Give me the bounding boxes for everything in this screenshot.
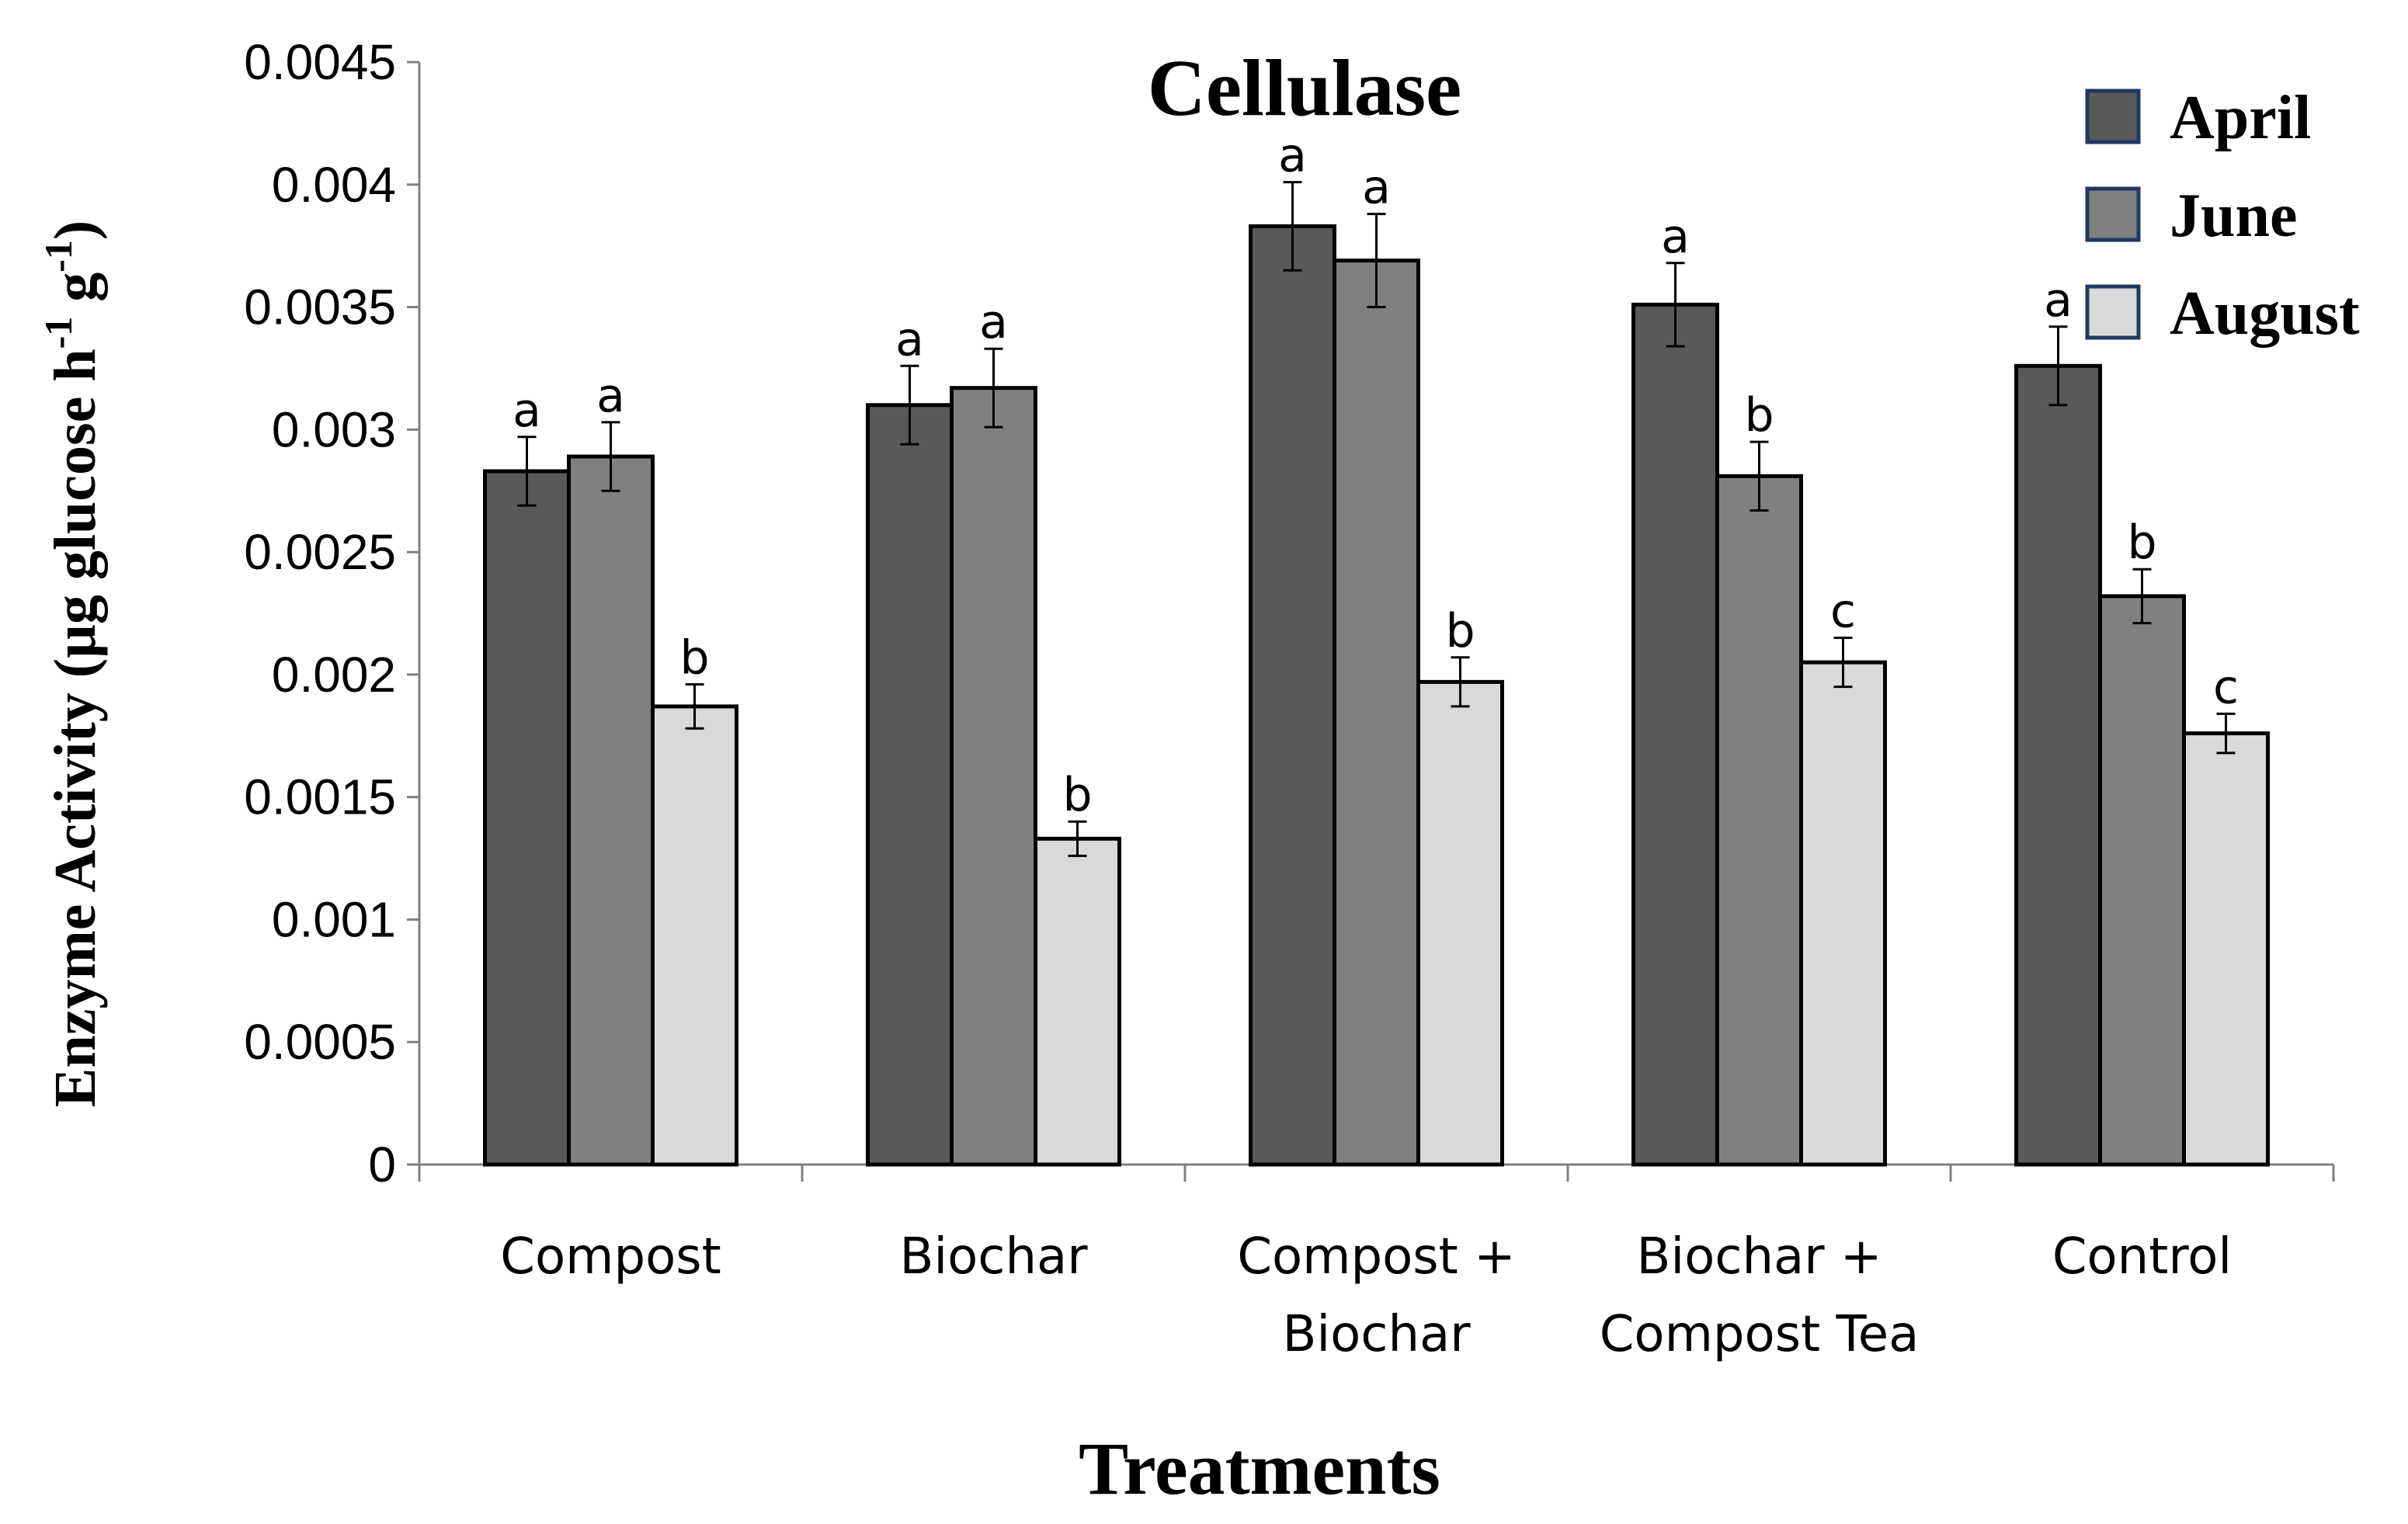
y-axis-title-suffix: ) <box>43 220 108 240</box>
bar-april <box>866 403 954 1167</box>
significance-letter: b <box>2127 516 2156 570</box>
legend: April June August <box>2085 84 2360 348</box>
y-tick-label: 0 <box>368 1137 396 1192</box>
significance-letter: b <box>1062 768 1092 822</box>
bar-august <box>1034 836 1121 1167</box>
y-tick-label: 0.0035 <box>244 279 396 335</box>
legend-swatch-august <box>2085 284 2141 340</box>
significance-letter: a <box>596 369 625 423</box>
bar-august <box>1416 679 1504 1167</box>
category-label-line: Compost <box>500 1228 721 1286</box>
category-label-line: Biochar <box>899 1228 1088 1286</box>
x-axis-title: Treatments <box>1079 1427 1440 1510</box>
category-label-line: Control <box>2052 1228 2232 1286</box>
y-tick-label: 0.0045 <box>244 34 396 90</box>
category-label: Compost + Biochar <box>1237 1228 1515 1363</box>
y-tick-label: 0.004 <box>272 157 396 213</box>
legend-label-june: June <box>2170 182 2298 250</box>
significance-letter: c <box>2213 660 2239 714</box>
x-axis <box>418 1163 2335 1182</box>
category-label-line: Compost + <box>1237 1228 1515 1286</box>
y-tick-label: 0.0015 <box>244 769 396 825</box>
significance-letter: a <box>513 384 541 438</box>
y-axis-title-prefix: Enzyme Activity (µg glucose h <box>43 349 108 1107</box>
significance-letter: b <box>1744 388 1774 443</box>
error-bars <box>517 181 2236 857</box>
bars <box>483 224 2270 1167</box>
y-axis-title: Enzyme Activity (µg glucose h-1 g-1) <box>36 220 108 1107</box>
category-label: Biochar + Compost Tea <box>1600 1228 1920 1363</box>
bar-august <box>1799 660 1887 1167</box>
category-label-line: Biochar <box>1282 1306 1471 1363</box>
bar-june <box>950 386 1037 1167</box>
legend-label-april: April <box>2170 84 2311 152</box>
category-label-line: Biochar + <box>1636 1228 1882 1286</box>
category-label: Biochar <box>899 1228 1088 1286</box>
category-label-line: Compost Tea <box>1600 1306 1920 1363</box>
significance-letter: a <box>895 312 924 366</box>
significance-letters: a a b a a b a a b a b c a b c <box>513 129 2239 823</box>
y-tick-label: 0.0005 <box>244 1014 396 1070</box>
significance-letter: a <box>979 295 1008 349</box>
y-tick-label: 0.001 <box>272 891 396 947</box>
bar-april <box>1631 302 1719 1167</box>
chart-title: Cellulase <box>1148 43 1461 133</box>
y-tick-label: 0.003 <box>272 401 396 457</box>
y-axis-title-sup1: -1 <box>36 317 80 349</box>
bar-june <box>1715 474 1803 1167</box>
bar-august <box>2182 731 2270 1167</box>
legend-label-august: August <box>2170 279 2360 348</box>
significance-letter: c <box>1830 585 1856 639</box>
y-tick-label: 0.002 <box>272 647 396 703</box>
bar-april <box>2014 363 2102 1167</box>
y-axis-title-sup2: -1 <box>36 240 80 273</box>
significance-letter: a <box>1661 210 1690 264</box>
bar-august <box>651 704 738 1167</box>
significance-letter: b <box>679 631 709 686</box>
significance-letter: a <box>1278 129 1307 183</box>
bar-june <box>2098 594 2186 1167</box>
bar-april <box>483 469 571 1167</box>
y-axis-title-mid: g <box>43 273 108 317</box>
legend-swatch-june <box>2085 186 2141 242</box>
y-tick-label: 0.0025 <box>244 524 396 580</box>
significance-letter: a <box>2044 273 2073 328</box>
bar-april <box>1249 224 1336 1167</box>
bar-june <box>1333 259 1420 1167</box>
legend-swatch-april <box>2085 89 2141 144</box>
y-axis: 0 0.0005 0.001 0.0015 0.002 0.0025 0.003 0.0035… <box>244 34 421 1192</box>
significance-letter: b <box>1445 604 1475 658</box>
significance-letter: a <box>1362 161 1391 215</box>
category-label: Control <box>2052 1228 2232 1286</box>
category-label: Compost <box>500 1228 721 1286</box>
category-labels: Compost Biochar Compost + Biochar Biochar + C… <box>500 1228 2232 1363</box>
bar-june <box>567 454 655 1167</box>
